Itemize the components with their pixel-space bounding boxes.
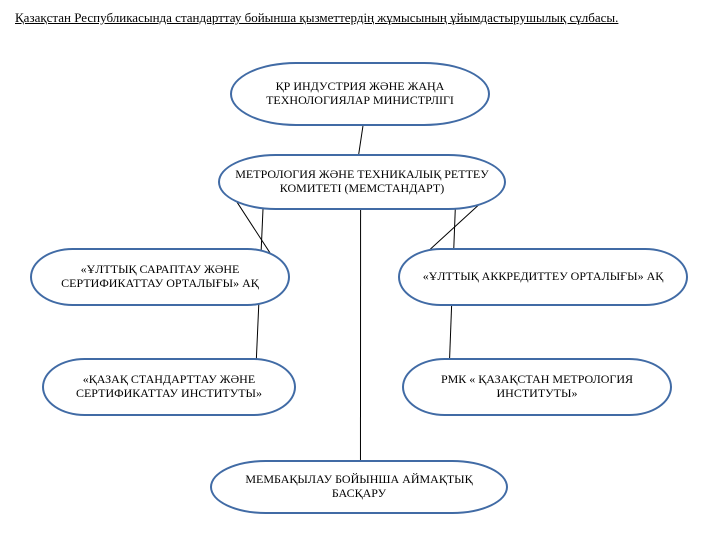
node-label: РМК « ҚАЗАҚСТАН МЕТРОЛОГИЯ ИНСТИТУТЫ»: [412, 373, 662, 401]
node-label: ҚР ИНДУСТРИЯ ЖӘНЕ ЖАҢА ТЕХНОЛОГИЯЛАР МИН…: [240, 80, 480, 108]
node-regional-management: МЕМБАҚЫЛАУ БОЙЫНША АЙМАҚТЫҚ БАСҚАРУ: [210, 460, 508, 514]
node-expertise-center: «ҰЛТТЫҚ САРАПТАУ ЖӘНЕ СЕРТИФИКАТТАУ ОРТА…: [30, 248, 290, 306]
node-ministry: ҚР ИНДУСТРИЯ ЖӘНЕ ЖАҢА ТЕХНОЛОГИЯЛАР МИН…: [230, 62, 490, 126]
page-title: Қазақстан Республикасында стандарттау бо…: [15, 10, 618, 26]
node-label: МЕТРОЛОГИЯ ЖӘНЕ ТЕХНИКАЛЫҚ РЕТТЕУ КОМИТЕ…: [228, 168, 496, 196]
node-label: «ҰЛТТЫҚ АККРЕДИТТЕУ ОРТАЛЫҒЫ» АҚ: [423, 270, 664, 284]
node-label: «ҚАЗАҚ СТАНДАРТТАУ ЖӘНЕ СЕРТИФИКАТТАУ ИН…: [52, 373, 286, 401]
node-label: «ҰЛТТЫҚ САРАПТАУ ЖӘНЕ СЕРТИФИКАТТАУ ОРТА…: [40, 263, 280, 291]
edge: [359, 126, 363, 154]
node-metrology-institute: РМК « ҚАЗАҚСТАН МЕТРОЛОГИЯ ИНСТИТУТЫ»: [402, 358, 672, 416]
node-label: МЕМБАҚЫЛАУ БОЙЫНША АЙМАҚТЫҚ БАСҚАРУ: [220, 473, 498, 501]
node-committee: МЕТРОЛОГИЯ ЖӘНЕ ТЕХНИКАЛЫҚ РЕТТЕУ КОМИТЕ…: [218, 154, 506, 210]
node-accreditation-center: «ҰЛТТЫҚ АККРЕДИТТЕУ ОРТАЛЫҒЫ» АҚ: [398, 248, 688, 306]
node-standard-institute: «ҚАЗАҚ СТАНДАРТТАУ ЖӘНЕ СЕРТИФИКАТТАУ ИН…: [42, 358, 296, 416]
